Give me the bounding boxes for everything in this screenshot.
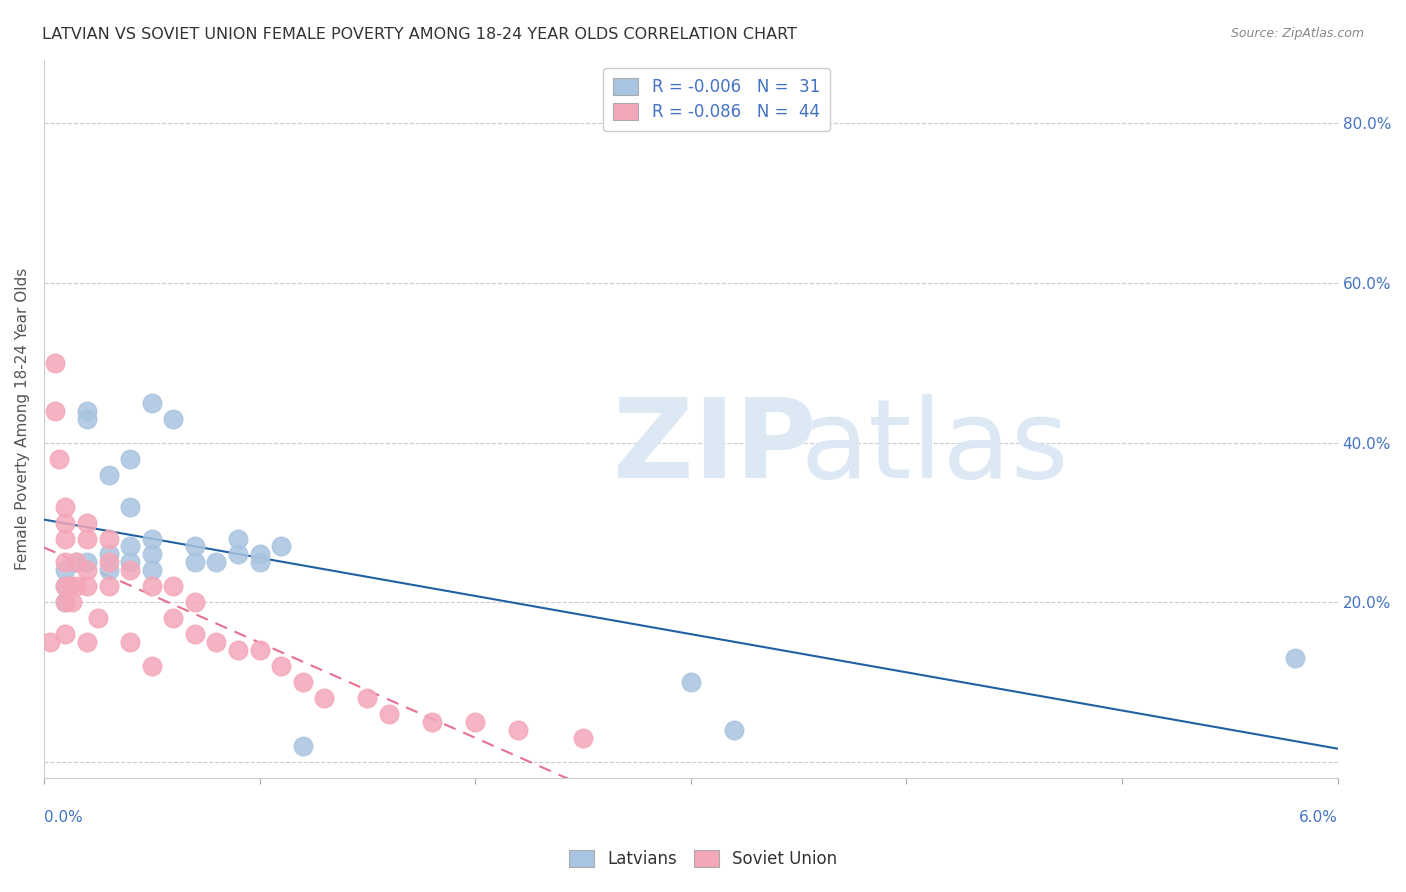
Point bbox=[97, 579, 120, 593]
Point bbox=[39, 635, 62, 649]
Point bbox=[55, 500, 77, 514]
Point bbox=[65, 556, 87, 570]
Point bbox=[249, 548, 271, 562]
Point bbox=[120, 563, 142, 577]
Legend: Latvians, Soviet Union: Latvians, Soviet Union bbox=[562, 843, 844, 875]
Point bbox=[141, 396, 163, 410]
Point bbox=[226, 532, 249, 546]
Point bbox=[76, 579, 98, 593]
Point bbox=[249, 643, 271, 657]
Point bbox=[76, 556, 98, 570]
Point bbox=[314, 691, 336, 706]
Point bbox=[55, 595, 77, 609]
Point bbox=[572, 731, 595, 745]
Point bbox=[76, 411, 98, 425]
Point bbox=[97, 467, 120, 482]
Point bbox=[120, 556, 142, 570]
Point bbox=[226, 548, 249, 562]
Point bbox=[120, 635, 142, 649]
Point bbox=[120, 500, 142, 514]
Y-axis label: Female Poverty Among 18-24 Year Olds: Female Poverty Among 18-24 Year Olds bbox=[15, 268, 30, 570]
Text: Source: ZipAtlas.com: Source: ZipAtlas.com bbox=[1230, 27, 1364, 40]
Point bbox=[120, 540, 142, 554]
Text: 0.0%: 0.0% bbox=[44, 810, 83, 825]
Point bbox=[55, 563, 77, 577]
Point bbox=[141, 548, 163, 562]
Point bbox=[184, 595, 207, 609]
Point bbox=[97, 532, 120, 546]
Point bbox=[44, 356, 66, 370]
Legend: R = -0.006   N =  31, R = -0.086   N =  44: R = -0.006 N = 31, R = -0.086 N = 44 bbox=[603, 68, 830, 131]
Point bbox=[55, 532, 77, 546]
Point bbox=[378, 707, 401, 722]
Point bbox=[44, 404, 66, 418]
Point bbox=[205, 635, 228, 649]
Point bbox=[162, 411, 184, 425]
Point bbox=[76, 404, 98, 418]
Point bbox=[76, 563, 98, 577]
Point bbox=[508, 723, 530, 737]
Point bbox=[48, 451, 70, 466]
Text: ZIP: ZIP bbox=[613, 394, 817, 501]
Text: LATVIAN VS SOVIET UNION FEMALE POVERTY AMONG 18-24 YEAR OLDS CORRELATION CHART: LATVIAN VS SOVIET UNION FEMALE POVERTY A… bbox=[42, 27, 797, 42]
Point bbox=[55, 579, 77, 593]
Point bbox=[55, 556, 77, 570]
Point bbox=[141, 579, 163, 593]
Point bbox=[205, 556, 228, 570]
Point bbox=[87, 611, 110, 625]
Point bbox=[120, 451, 142, 466]
Point bbox=[270, 540, 292, 554]
Point bbox=[270, 659, 292, 673]
Point bbox=[97, 556, 120, 570]
Point bbox=[249, 556, 271, 570]
Point bbox=[141, 659, 163, 673]
Point bbox=[184, 540, 207, 554]
Point bbox=[76, 532, 98, 546]
Point bbox=[356, 691, 378, 706]
Point bbox=[55, 595, 77, 609]
Text: 6.0%: 6.0% bbox=[1299, 810, 1337, 825]
Point bbox=[184, 627, 207, 641]
Point bbox=[76, 516, 98, 530]
Point bbox=[60, 595, 83, 609]
Point bbox=[226, 643, 249, 657]
Point bbox=[162, 611, 184, 625]
Point bbox=[1284, 651, 1306, 665]
Point bbox=[723, 723, 745, 737]
Point bbox=[97, 548, 120, 562]
Point bbox=[76, 635, 98, 649]
Text: atlas: atlas bbox=[801, 394, 1069, 501]
Point bbox=[55, 627, 77, 641]
Point bbox=[141, 532, 163, 546]
Point bbox=[59, 579, 82, 593]
Point bbox=[291, 675, 314, 690]
Point bbox=[184, 556, 207, 570]
Point bbox=[55, 579, 77, 593]
Point bbox=[65, 556, 87, 570]
Point bbox=[65, 579, 87, 593]
Point bbox=[97, 563, 120, 577]
Point bbox=[291, 739, 314, 753]
Point bbox=[464, 715, 486, 730]
Point bbox=[679, 675, 702, 690]
Point bbox=[420, 715, 443, 730]
Point bbox=[162, 579, 184, 593]
Point bbox=[141, 563, 163, 577]
Point bbox=[55, 516, 77, 530]
